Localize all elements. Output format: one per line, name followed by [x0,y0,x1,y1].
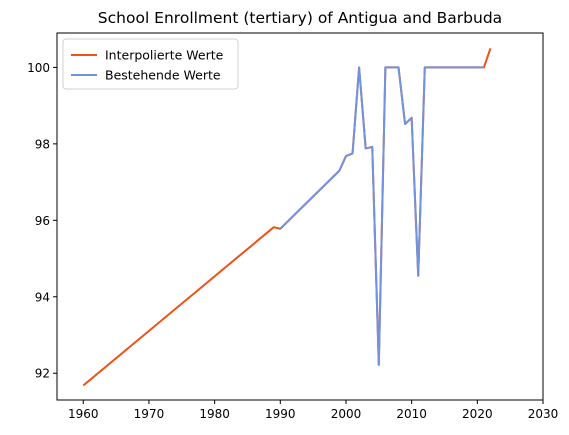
x-tick-label: 2010 [396,407,427,421]
legend: Interpolierte Werte Bestehende Werte [62,38,239,90]
x-tick-label: 1980 [199,407,230,421]
legend-box [62,38,239,90]
x-axis: 1960 1970 1980 1990 2000 2010 2020 2030 [68,400,558,421]
y-tick-label: 98 [35,137,50,151]
x-tick-label: 1990 [265,407,296,421]
y-tick-label: 94 [35,290,50,304]
series-line-interpolated [82,47,492,387]
y-tick-label: 92 [35,367,50,381]
x-tick-label: 2000 [331,407,362,421]
y-axis: 92 94 96 98 100 [27,61,57,381]
plot-frame [56,32,544,401]
y-tick-label: 100 [27,61,50,75]
x-tick-label: 2030 [528,407,559,421]
series-layer [82,47,492,387]
chart-title: School Enrollment (tertiary) of Antigua … [98,9,502,27]
x-tick-label: 1960 [68,407,99,421]
series-line-existing [279,66,484,366]
legend-label-interpolated: Interpolierte Werte [105,48,224,63]
x-tick-label: 2020 [462,407,493,421]
legend-label-existing: Bestehende Werte [105,68,221,83]
x-tick-label: 1970 [134,407,165,421]
y-tick-label: 96 [35,214,50,228]
